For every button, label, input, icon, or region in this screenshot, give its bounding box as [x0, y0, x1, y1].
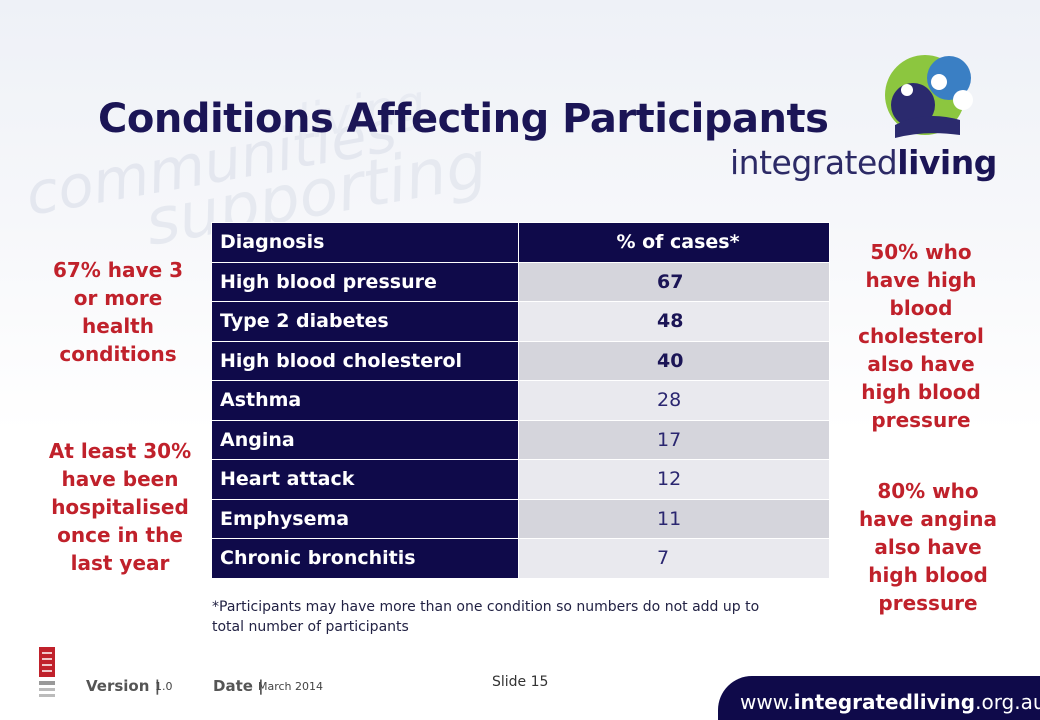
- table-row: High blood cholesterol 40: [211, 340, 830, 381]
- table-row: Type 2 diabetes 48: [211, 301, 830, 342]
- url-suffix: .org.au: [975, 690, 1040, 714]
- diagnosis-percent: 12: [518, 459, 830, 500]
- version-value: 1.0: [155, 680, 173, 693]
- callout-cholesterol-bp: 50% who have high blood cholesterol also…: [858, 240, 984, 432]
- diagnosis-percent: 28: [518, 380, 830, 421]
- callout-angina-bp: 80% who have angina also have high blood…: [859, 479, 997, 615]
- diagnosis-name: Angina: [211, 419, 519, 460]
- diagnosis-name: Heart attack: [211, 459, 519, 500]
- diagnosis-name: High blood pressure: [211, 261, 519, 302]
- website-url[interactable]: www.integratedliving.org.au: [740, 690, 1040, 714]
- table-footnote: *Participants may have more than one con…: [212, 599, 760, 635]
- diagnosis-percent: 40: [518, 340, 830, 381]
- diagnosis-name: Asthma: [211, 380, 519, 421]
- diagnosis-name: Chronic bronchitis: [211, 538, 519, 579]
- date-label: Date |: [213, 677, 264, 695]
- slide-title: Conditions Affecting Participants: [98, 96, 829, 142]
- date-value: March 2014: [258, 680, 324, 693]
- watermark-text-graphic: communities supporting living: [21, 74, 493, 260]
- table-row: Asthma 28: [211, 380, 830, 421]
- table-header-row: Diagnosis % of cases*: [211, 222, 830, 263]
- diagnosis-name: High blood cholesterol: [211, 340, 519, 381]
- table-row: High blood pressure 67: [211, 261, 830, 302]
- logo-wordmark-bold: living: [897, 143, 997, 182]
- header-diagnosis: Diagnosis: [211, 222, 519, 263]
- table-row: Emphysema 11: [211, 498, 830, 539]
- footer-url-bar: [718, 676, 1040, 720]
- diagnosis-name: Emphysema: [211, 498, 519, 539]
- logo-wordmark: integratedliving: [730, 143, 997, 182]
- diagnosis-percent: 11: [518, 498, 830, 539]
- header-percent: % of cases*: [518, 222, 830, 263]
- diagnosis-table: Diagnosis % of cases* High blood pressur…: [211, 222, 830, 579]
- diagnosis-name: Type 2 diabetes: [211, 301, 519, 342]
- diagnosis-percent: 48: [518, 301, 830, 342]
- table-row: Angina 17: [211, 419, 830, 460]
- callout-multiple-conditions: 67% have 3 or more health conditions: [52, 258, 184, 366]
- slide-number: Slide 15: [492, 674, 549, 690]
- diagnosis-percent: 7: [518, 538, 830, 579]
- table-row: Chronic bronchitis 7: [211, 538, 830, 579]
- table-row: Heart attack 12: [211, 459, 830, 500]
- diagnosis-percent: 17: [518, 419, 830, 460]
- url-prefix: www.: [740, 690, 794, 714]
- logo-wordmark-normal: integrated: [730, 143, 898, 182]
- version-label: Version |: [86, 677, 161, 695]
- integrated-living-logo: [885, 55, 973, 138]
- quality-certification-icon: [39, 647, 55, 697]
- url-bold: integratedliving: [793, 690, 976, 714]
- callout-hospitalised: At least 30% have been hospitalised once…: [48, 439, 192, 575]
- diagnosis-percent: 67: [518, 261, 830, 302]
